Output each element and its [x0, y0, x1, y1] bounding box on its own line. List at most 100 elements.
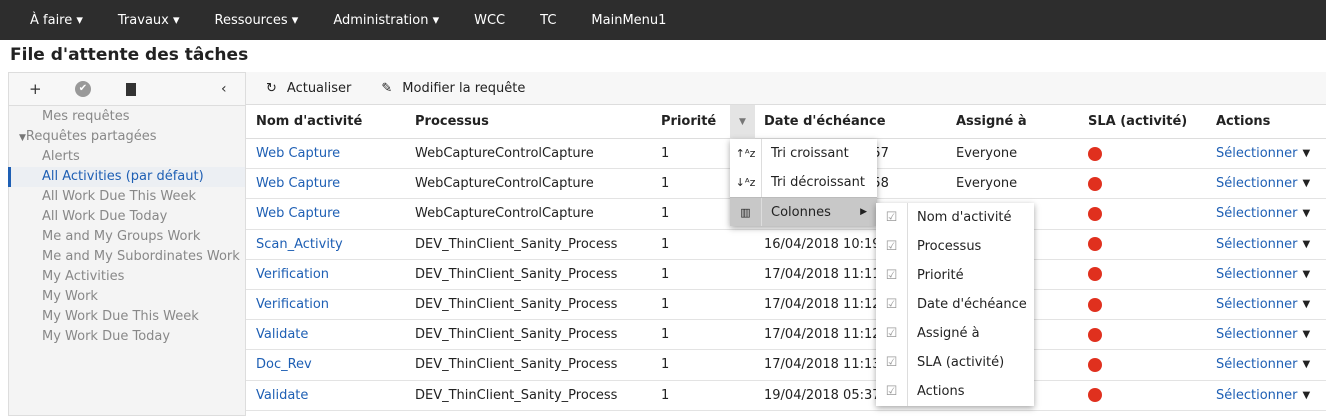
sidebar-item[interactable]: My Work Due This Week: [42, 309, 199, 324]
checkbox-checked-icon[interactable]: ☑: [876, 319, 908, 348]
collapse-icon[interactable]: ‹: [221, 81, 227, 97]
column-toggle-item[interactable]: ☑ Assigné à: [876, 319, 1034, 348]
sidebar-item[interactable]: Me and My Subordinates Work: [42, 249, 240, 264]
trash-icon[interactable]: [126, 82, 136, 96]
column-header[interactable]: Date d'échéance: [764, 114, 886, 129]
column-header[interactable]: Assigné à: [956, 114, 1027, 129]
nav-item[interactable]: TC: [540, 12, 557, 28]
column-header[interactable]: SLA (activité): [1088, 114, 1188, 129]
activity-link[interactable]: Scan_Activity: [256, 236, 343, 252]
sla-status-icon: [1088, 327, 1102, 342]
activity-link[interactable]: Verification: [256, 266, 330, 282]
sort-desc-item[interactable]: ↓ᴬz Tri décroissant: [730, 168, 877, 197]
select-action-dropdown[interactable]: Sélectionner ▼: [1216, 297, 1311, 313]
columns-icon: ▥: [730, 198, 762, 226]
table-header: ▼ Nom d'activité Processus Priorité Date d'…: [246, 105, 1326, 139]
checkbox-checked-icon[interactable]: ☑: [876, 232, 908, 261]
column-header[interactable]: Processus: [415, 114, 489, 129]
column-toggle-item[interactable]: ☑ Date d'échéance: [876, 290, 1034, 319]
activity-link[interactable]: Web Capture: [256, 146, 341, 162]
nav-item[interactable]: Ressources ▾: [214, 12, 299, 28]
column-toggle-item[interactable]: ☑ Nom d'activité: [876, 203, 1034, 232]
column-toggle-item[interactable]: ☑ SLA (activité): [876, 348, 1034, 377]
sort-asc-icon: ↑ᴬz: [730, 139, 762, 168]
refresh-button[interactable]: ↻ Actualiser: [266, 80, 352, 96]
sidebar-item[interactable]: ▼Requêtes partagées: [19, 129, 157, 144]
caret-down-icon: ▼: [1302, 178, 1311, 190]
table-row[interactable]: Validate DEV_ThinClient_Sanity_Process 1…: [246, 381, 1326, 411]
table-row[interactable]: Validate DEV_ThinClient_Sanity_Process 1…: [246, 320, 1326, 351]
select-action-dropdown[interactable]: Sélectionner ▼: [1216, 327, 1311, 343]
nav-item[interactable]: Travaux ▾: [117, 12, 180, 28]
process-cell: WebCaptureControlCapture: [415, 146, 594, 162]
column-header[interactable]: Actions: [1216, 114, 1271, 129]
columns-item[interactable]: ▥ Colonnes ▶: [730, 197, 877, 226]
select-action-dropdown[interactable]: Sélectionner ▼: [1216, 387, 1311, 403]
table-row[interactable]: Doc_Rev DEV_ThinClient_Sanity_Process 1 …: [246, 350, 1326, 381]
column-toggle-item[interactable]: ☑ Priorité: [876, 261, 1034, 290]
sla-status-icon: [1088, 267, 1102, 282]
sidebar-item[interactable]: All Activities (par défaut): [8, 167, 245, 187]
sidebar-item[interactable]: All Work Due Today: [42, 209, 168, 224]
select-action-dropdown[interactable]: Sélectionner ▼: [1216, 176, 1311, 192]
check-icon[interactable]: ✔: [75, 81, 91, 97]
sla-status-icon: [1088, 206, 1102, 221]
activity-link[interactable]: Web Capture: [256, 206, 341, 222]
select-action-dropdown[interactable]: Sélectionner ▼: [1216, 357, 1311, 373]
column-toggle-item[interactable]: ☑ Processus: [876, 232, 1034, 261]
add-icon[interactable]: +: [29, 80, 42, 98]
sidebar-item[interactable]: All Work Due This Week: [42, 189, 196, 204]
select-action-dropdown[interactable]: Sélectionner ▼: [1216, 146, 1311, 162]
priority-cell: 1: [661, 206, 670, 222]
priority-cell: 1: [661, 266, 670, 282]
caret-down-icon: ▼: [1302, 148, 1311, 160]
sidebar-item[interactable]: Alerts: [42, 149, 80, 164]
column-header[interactable]: Nom d'activité: [256, 114, 363, 129]
activity-link[interactable]: Verification: [256, 297, 330, 313]
select-action-dropdown[interactable]: Sélectionner ▼: [1216, 206, 1311, 222]
nav-item[interactable]: MainMenu1: [591, 12, 667, 28]
due-date-cell: 19/04/2018 05:37: [764, 387, 881, 403]
table-row[interactable]: Web Capture WebCaptureControlCapture 1 S…: [246, 199, 1326, 230]
column-header[interactable]: Priorité: [661, 114, 717, 129]
activity-link[interactable]: Validate: [256, 387, 309, 403]
activity-link[interactable]: Validate: [256, 327, 309, 343]
column-toggle-item[interactable]: ☑ Actions: [876, 377, 1034, 406]
columns-submenu: ☑ Nom d'activité ☑ Processus ☑ Priorité ☑ Date …: [876, 203, 1034, 406]
activity-link[interactable]: Doc_Rev: [256, 357, 312, 373]
sidebar-item[interactable]: My Work Due Today: [42, 329, 171, 344]
checkbox-checked-icon[interactable]: ☑: [876, 348, 908, 377]
sla-status-icon: [1088, 388, 1102, 403]
table-row[interactable]: Verification DEV_ThinClient_Sanity_Proce…: [246, 290, 1326, 321]
sidebar-item[interactable]: Mes requêtes: [42, 109, 130, 124]
priority-cell: 1: [661, 357, 670, 373]
caret-down-icon: ▼: [1302, 299, 1311, 311]
nav-item[interactable]: À faire ▾: [30, 12, 83, 28]
sort-desc-icon: ↓ᴬz: [730, 168, 762, 197]
column-menu-button[interactable]: ▼: [730, 105, 755, 139]
sort-asc-item[interactable]: ↑ᴬz Tri croissant: [730, 139, 877, 168]
sidebar-item[interactable]: Me and My Groups Work: [42, 229, 201, 244]
caret-down-icon: ▼: [1302, 329, 1311, 341]
edit-query-button[interactable]: ✎ Modifier la requête: [381, 80, 526, 96]
nav-item[interactable]: Administration ▾: [333, 12, 440, 28]
checkbox-checked-icon[interactable]: ☑: [876, 377, 908, 406]
select-action-dropdown[interactable]: Sélectionner ▼: [1216, 266, 1311, 282]
caret-down-icon: ▼: [1302, 389, 1311, 401]
nav-item[interactable]: WCC: [474, 12, 506, 28]
activity-link[interactable]: Web Capture: [256, 176, 341, 192]
page-title: File d'attente des tâches: [10, 45, 249, 65]
process-cell: WebCaptureControlCapture: [415, 176, 594, 192]
sidebar-item[interactable]: My Work: [42, 289, 98, 304]
process-cell: DEV_ThinClient_Sanity_Process: [415, 387, 618, 403]
process-cell: WebCaptureControlCapture: [415, 206, 594, 222]
table-row[interactable]: Verification DEV_ThinClient_Sanity_Proce…: [246, 260, 1326, 290]
checkbox-checked-icon[interactable]: ☑: [876, 203, 908, 232]
due-date-cell: 17/04/2018 11:13: [764, 357, 881, 373]
select-action-dropdown[interactable]: Sélectionner ▼: [1216, 236, 1311, 252]
checkbox-checked-icon[interactable]: ☑: [876, 261, 908, 290]
sidebar-item[interactable]: My Activities: [42, 269, 125, 284]
table-row[interactable]: Scan_Activity DEV_ThinClient_Sanity_Proc…: [246, 230, 1326, 260]
due-date-cell: 16/04/2018 10:19: [764, 236, 881, 252]
checkbox-checked-icon[interactable]: ☑: [876, 290, 908, 319]
